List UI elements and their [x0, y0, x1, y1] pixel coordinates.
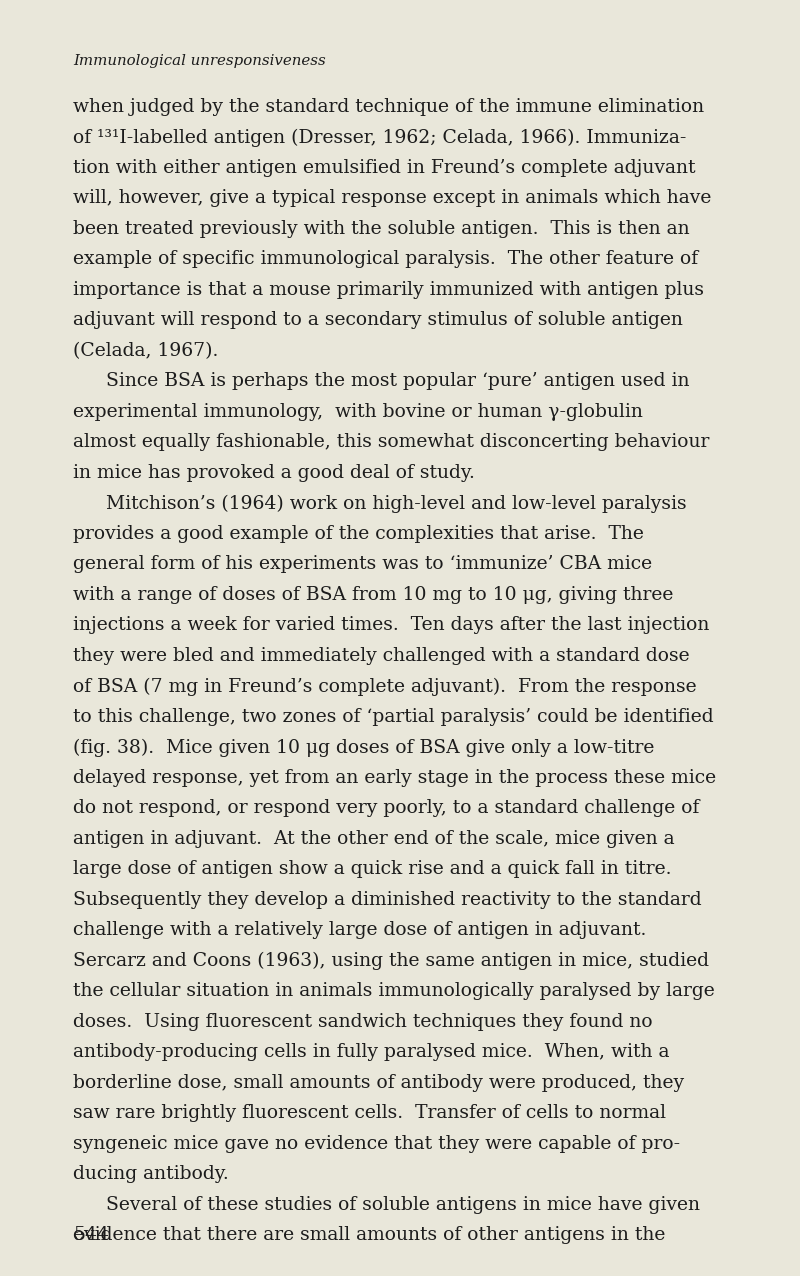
Text: (fig. 38).  Mice given 10 μg doses of BSA give only a low-titre: (fig. 38). Mice given 10 μg doses of BSA… — [73, 739, 654, 757]
Text: evidence that there are small amounts of other antigens in the: evidence that there are small amounts of… — [73, 1226, 666, 1244]
Text: in mice has provoked a good deal of study.: in mice has provoked a good deal of stud… — [73, 464, 475, 482]
Text: with a range of doses of BSA from 10 mg to 10 μg, giving three: with a range of doses of BSA from 10 mg … — [73, 586, 674, 604]
Text: 544: 544 — [73, 1226, 109, 1244]
Text: injections a week for varied times.  Ten days after the last injection: injections a week for varied times. Ten … — [73, 616, 710, 634]
Text: been treated previously with the soluble antigen.  This is then an: been treated previously with the soluble… — [73, 219, 690, 239]
Text: Since BSA is perhaps the most popular ‘pure’ antigen used in: Since BSA is perhaps the most popular ‘p… — [106, 373, 690, 390]
Text: tion with either antigen emulsified in Freund’s complete adjuvant: tion with either antigen emulsified in F… — [73, 160, 695, 177]
Text: general form of his experiments was to ‘immunize’ CBA mice: general form of his experiments was to ‘… — [73, 555, 652, 573]
Text: borderline dose, small amounts of antibody were produced, they: borderline dose, small amounts of antibo… — [73, 1074, 684, 1092]
Text: ducing antibody.: ducing antibody. — [73, 1165, 229, 1184]
Text: example of specific immunological paralysis.  The other feature of: example of specific immunological paraly… — [73, 250, 698, 268]
Text: will, however, give a typical response except in animals which have: will, however, give a typical response e… — [73, 190, 711, 208]
Text: Sercarz and Coons (1963), using the same antigen in mice, studied: Sercarz and Coons (1963), using the same… — [73, 952, 709, 970]
Text: delayed response, yet from an early stage in the process these mice: delayed response, yet from an early stag… — [73, 769, 716, 787]
Text: of ¹³¹I-labelled antigen (Dresser, 1962; Celada, 1966). Immuniza-: of ¹³¹I-labelled antigen (Dresser, 1962;… — [73, 129, 686, 147]
Text: Subsequently they develop a diminished reactivity to the standard: Subsequently they develop a diminished r… — [73, 891, 702, 909]
Text: to this challenge, two zones of ‘partial paralysis’ could be identified: to this challenge, two zones of ‘partial… — [73, 708, 714, 726]
Text: saw rare brightly fluorescent cells.  Transfer of cells to normal: saw rare brightly fluorescent cells. Tra… — [73, 1105, 666, 1123]
Text: almost equally fashionable, this somewhat disconcerting behaviour: almost equally fashionable, this somewha… — [73, 434, 710, 452]
Text: of BSA (7 mg in Freund’s complete adjuvant).  From the response: of BSA (7 mg in Freund’s complete adjuva… — [73, 678, 697, 695]
Text: when judged by the standard technique of the immune elimination: when judged by the standard technique of… — [73, 98, 704, 116]
Text: provides a good example of the complexities that arise.  The: provides a good example of the complexit… — [73, 524, 644, 544]
Text: doses.  Using fluorescent sandwich techniques they found no: doses. Using fluorescent sandwich techni… — [73, 1013, 653, 1031]
Text: the cellular situation in animals immunologically paralysed by large: the cellular situation in animals immuno… — [73, 983, 714, 1000]
Text: antigen in adjuvant.  At the other end of the scale, mice given a: antigen in adjuvant. At the other end of… — [73, 829, 674, 849]
Text: (Celada, 1967).: (Celada, 1967). — [73, 342, 218, 360]
Text: do not respond, or respond very poorly, to a standard challenge of: do not respond, or respond very poorly, … — [73, 800, 699, 818]
Text: Several of these studies of soluble antigens in mice have given: Several of these studies of soluble anti… — [106, 1196, 700, 1213]
Text: antibody-producing cells in fully paralysed mice.  When, with a: antibody-producing cells in fully paraly… — [73, 1044, 670, 1062]
Text: Mitchison’s (1964) work on high-level and low-level paralysis: Mitchison’s (1964) work on high-level an… — [106, 495, 686, 513]
Text: challenge with a relatively large dose of antigen in adjuvant.: challenge with a relatively large dose o… — [73, 921, 646, 939]
Text: importance is that a mouse primarily immunized with antigen plus: importance is that a mouse primarily imm… — [73, 281, 704, 299]
Text: they were bled and immediately challenged with a standard dose: they were bled and immediately challenge… — [73, 647, 690, 665]
Text: adjuvant will respond to a secondary stimulus of soluble antigen: adjuvant will respond to a secondary sti… — [73, 311, 683, 329]
Text: large dose of antigen show a quick rise and a quick fall in titre.: large dose of antigen show a quick rise … — [73, 860, 671, 878]
Text: syngeneic mice gave no evidence that they were capable of pro-: syngeneic mice gave no evidence that the… — [73, 1134, 680, 1154]
Text: Immunological unresponsiveness: Immunological unresponsiveness — [73, 54, 326, 68]
Text: experimental immunology,  with bovine or human γ-globulin: experimental immunology, with bovine or … — [73, 403, 643, 421]
